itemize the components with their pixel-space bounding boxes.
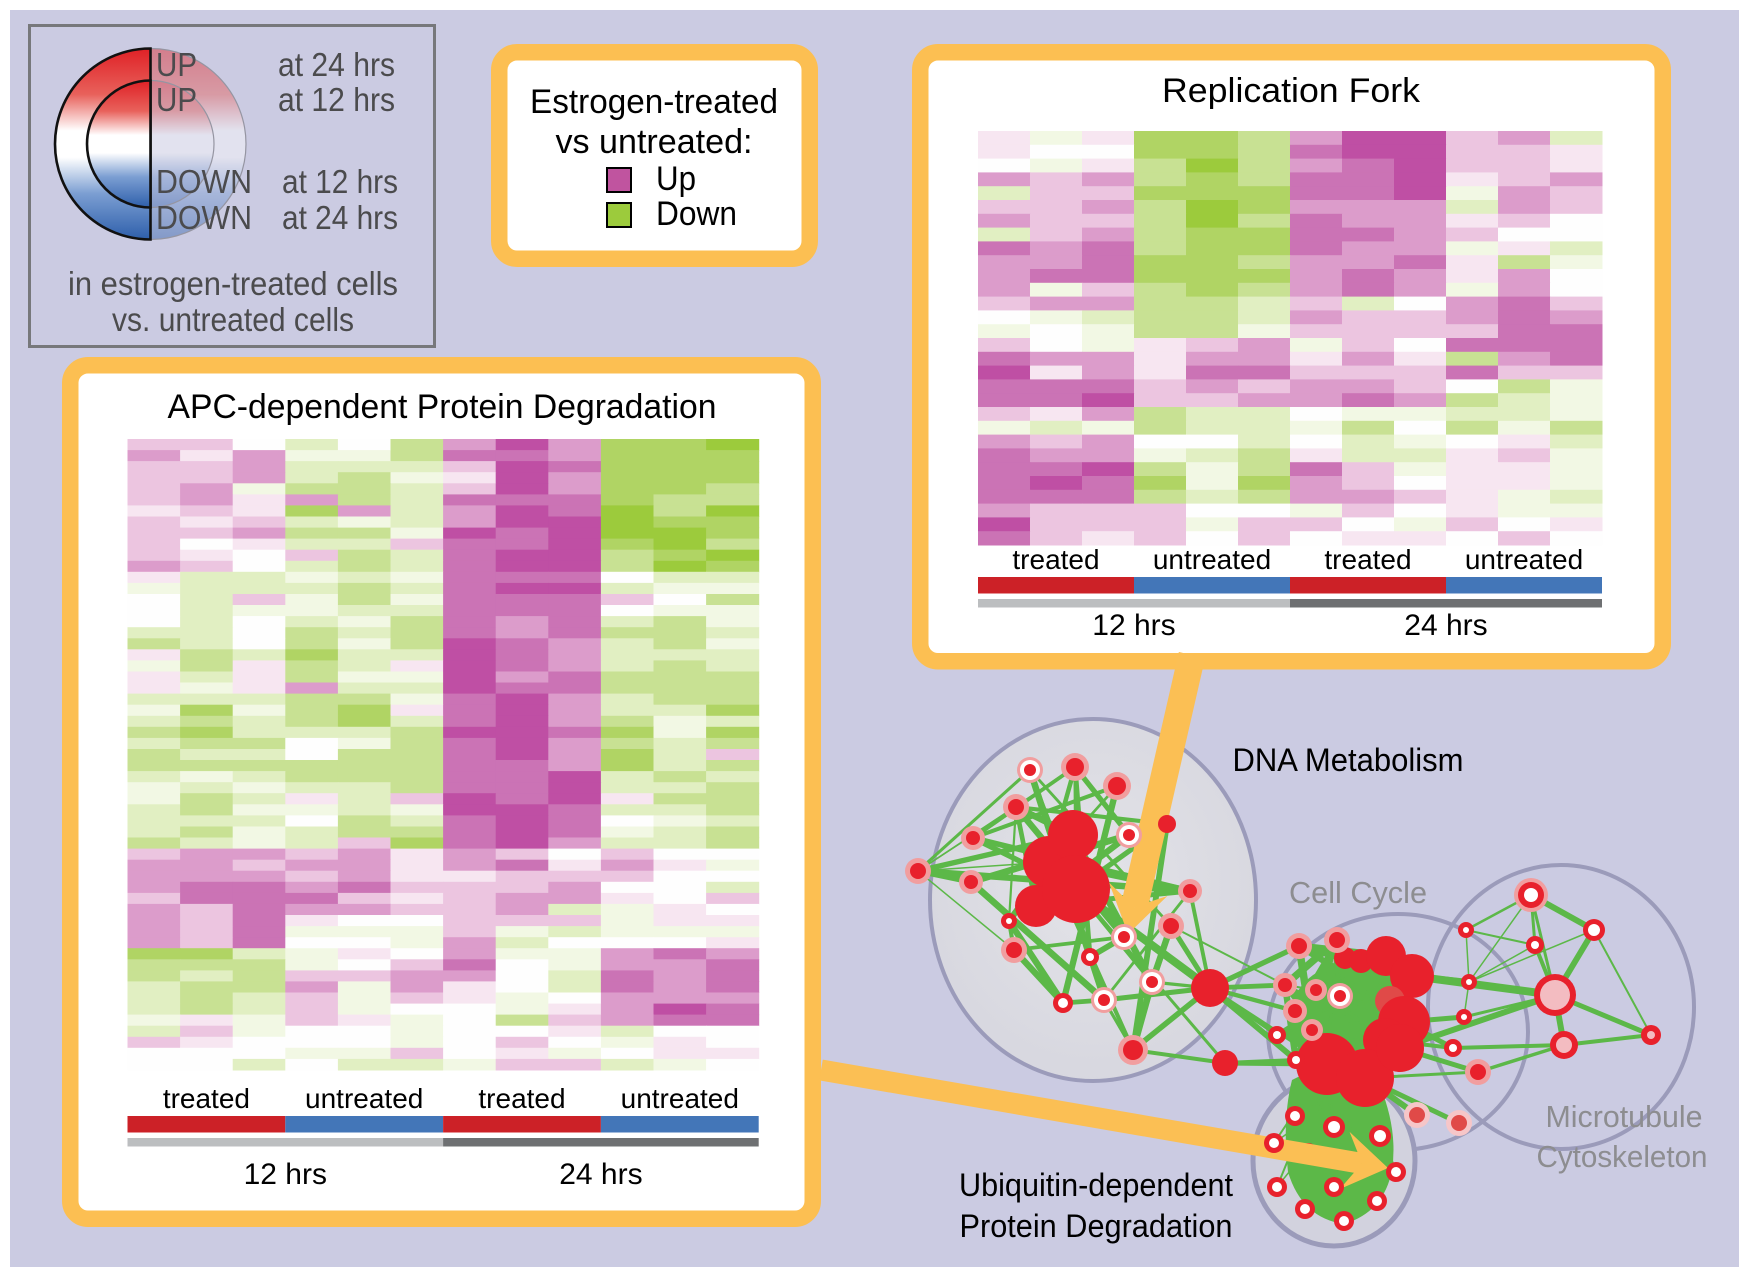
- svg-text:at 24 hrs: at 24 hrs: [282, 199, 398, 236]
- svg-text:Down: Down: [656, 195, 737, 233]
- svg-text:Cell Cycle: Cell Cycle: [1289, 875, 1427, 910]
- svg-text:24 hrs: 24 hrs: [559, 1158, 642, 1191]
- svg-text:Estrogen-treated: Estrogen-treated: [530, 83, 778, 121]
- svg-text:DOWN: DOWN: [156, 163, 252, 200]
- svg-text:DNA Metabolism: DNA Metabolism: [1233, 742, 1464, 778]
- svg-text:untreated: untreated: [305, 1083, 423, 1114]
- svg-text:in estrogen-treated cells: in estrogen-treated cells: [68, 265, 398, 302]
- svg-text:UP: UP: [156, 46, 197, 83]
- svg-text:Up: Up: [656, 160, 696, 198]
- svg-text:Cytoskeleton: Cytoskeleton: [1537, 1139, 1708, 1174]
- svg-text:UP: UP: [156, 81, 197, 118]
- svg-text:vs untreated:: vs untreated:: [556, 123, 753, 161]
- svg-text:treated: treated: [1012, 544, 1099, 575]
- svg-text:at 12 hrs: at 12 hrs: [278, 81, 395, 118]
- svg-text:DOWN: DOWN: [156, 199, 252, 236]
- svg-text:untreated: untreated: [1465, 544, 1583, 575]
- svg-text:12 hrs: 12 hrs: [244, 1158, 327, 1191]
- svg-text:APC-dependent Protein Degradat: APC-dependent Protein Degradation: [168, 388, 717, 426]
- svg-text:treated: treated: [163, 1083, 250, 1114]
- svg-text:at 12 hrs: at 12 hrs: [282, 163, 398, 200]
- svg-text:Replication Fork: Replication Fork: [1162, 72, 1421, 110]
- svg-text:Protein Degradation: Protein Degradation: [960, 1208, 1233, 1244]
- svg-text:vs. untreated cells: vs. untreated cells: [112, 301, 354, 338]
- svg-text:at 24 hrs: at 24 hrs: [278, 46, 395, 83]
- svg-text:Microtubule: Microtubule: [1546, 1099, 1703, 1134]
- svg-text:treated: treated: [478, 1083, 565, 1114]
- svg-text:Ubiquitin-dependent: Ubiquitin-dependent: [959, 1167, 1233, 1203]
- svg-text:untreated: untreated: [621, 1083, 739, 1114]
- svg-text:treated: treated: [1324, 544, 1411, 575]
- svg-text:24 hrs: 24 hrs: [1404, 609, 1487, 642]
- svg-text:12 hrs: 12 hrs: [1092, 609, 1175, 642]
- svg-text:untreated: untreated: [1153, 544, 1271, 575]
